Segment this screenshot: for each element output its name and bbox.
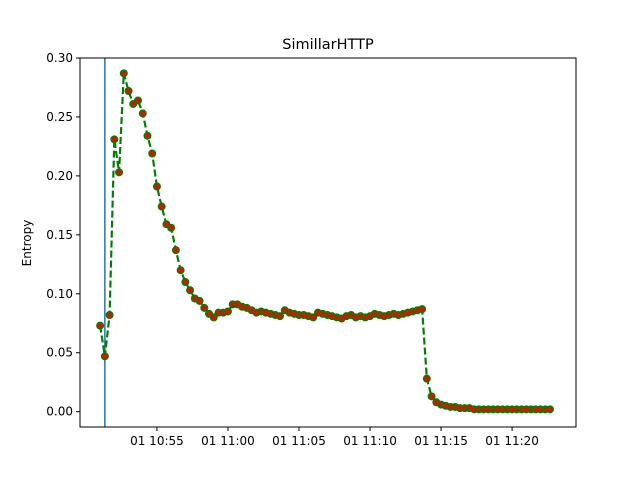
- data-point: [309, 313, 318, 322]
- y-tick-label: 0.05: [46, 346, 73, 360]
- data-point: [181, 277, 190, 286]
- data-point: [152, 182, 161, 191]
- data-point: [418, 305, 427, 314]
- data-point: [223, 307, 232, 316]
- y-tick-label: 0.30: [46, 51, 73, 65]
- y-tick-label: 0.00: [46, 405, 73, 419]
- data-point: [115, 168, 124, 177]
- data-point: [119, 69, 128, 78]
- data-point: [427, 392, 436, 401]
- data-point: [167, 223, 176, 232]
- plot-area: 0.00 0.05 0.10 0.15 0.20 0.25 0.30 01 10:55 01 1…: [46, 51, 577, 448]
- data-point: [105, 310, 114, 319]
- data-point: [134, 96, 143, 105]
- x-tick-label: 01 11:20: [485, 434, 539, 448]
- data-point: [545, 405, 554, 414]
- data-point: [200, 303, 209, 312]
- x-tick-label: 01 11:05: [272, 434, 326, 448]
- chart-title: SimillarHTTP: [282, 37, 374, 53]
- data-point: [100, 352, 109, 361]
- data-point: [195, 296, 204, 305]
- y-axis-label: Entropy: [20, 220, 34, 267]
- y-tick-label: 0.15: [46, 228, 73, 242]
- data-point: [110, 135, 119, 144]
- data-point: [157, 202, 166, 211]
- data-point: [209, 313, 218, 322]
- data-point: [171, 246, 180, 255]
- data-point: [138, 109, 147, 118]
- plot-frame: [79, 57, 577, 428]
- x-tick-label: 01 10:55: [130, 434, 184, 448]
- data-point: [148, 149, 157, 158]
- x-tick-label: 01 11:00: [201, 434, 255, 448]
- y-tick-label: 0.20: [46, 169, 73, 183]
- y-tick-label: 0.10: [46, 287, 73, 301]
- data-point: [276, 312, 285, 321]
- data-point: [422, 374, 431, 383]
- data-point: [124, 87, 133, 96]
- data-point: [176, 266, 185, 275]
- data-point: [143, 131, 152, 140]
- series-line: [99, 72, 550, 411]
- y-tick-label: 0.25: [46, 110, 73, 124]
- data-point: [186, 286, 195, 295]
- x-tick-label: 01 11:15: [414, 434, 468, 448]
- data-point: [96, 321, 105, 330]
- x-tick-label: 01 11:10: [343, 434, 397, 448]
